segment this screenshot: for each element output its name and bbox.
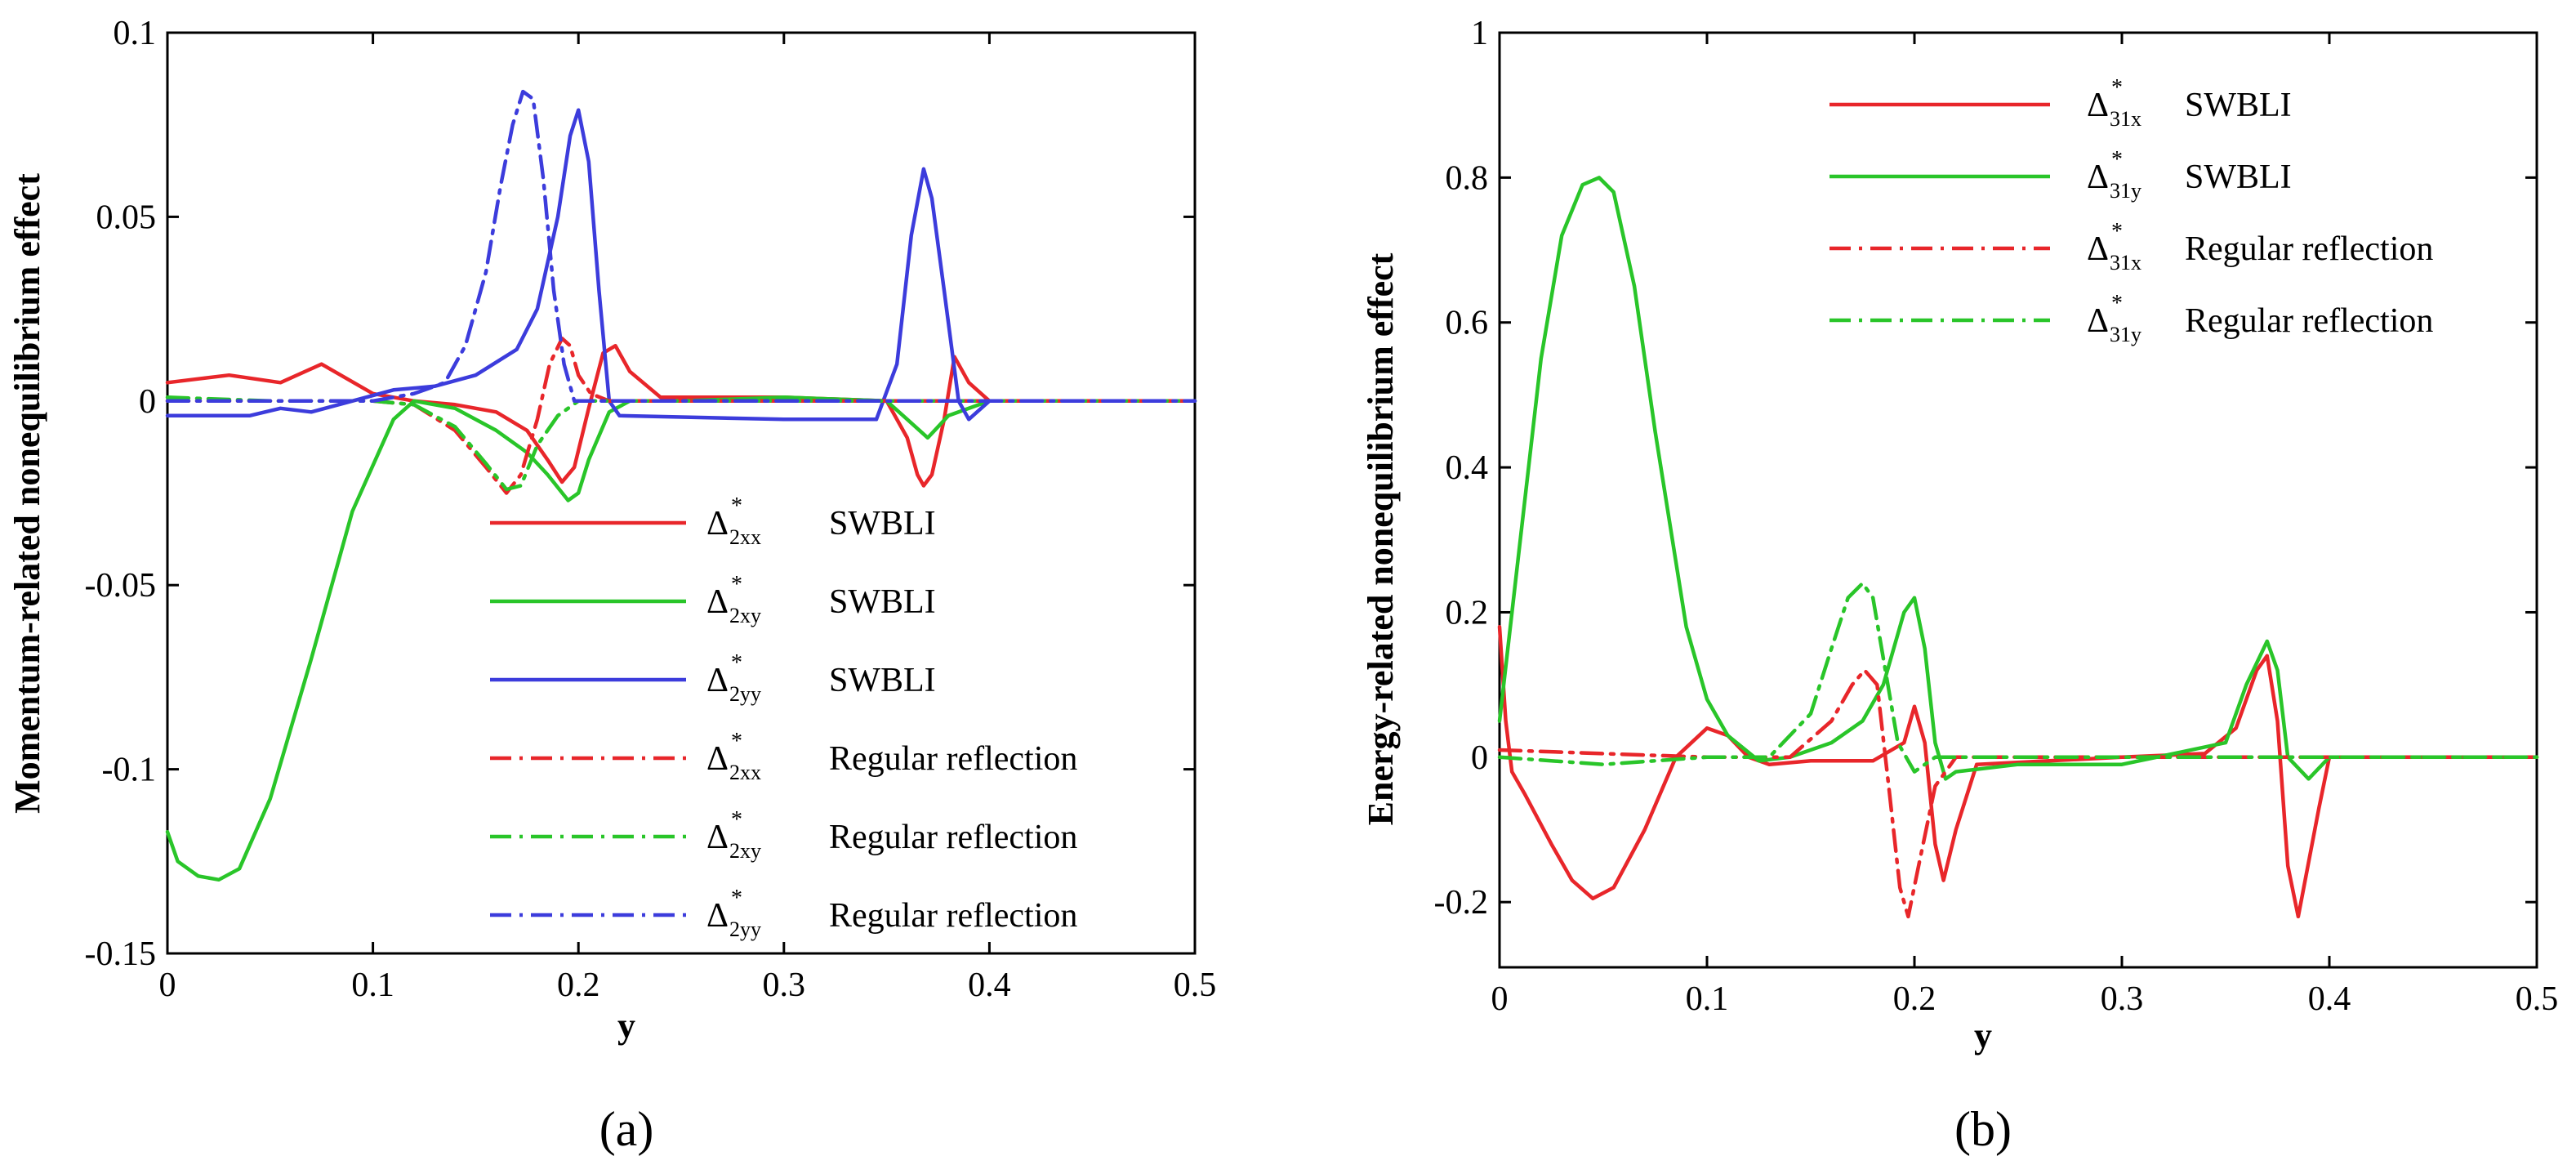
legend-superscript: * — [2111, 291, 2123, 316]
legend-subscript: 2xy — [729, 839, 761, 863]
legend-symbol: Δ — [706, 819, 729, 856]
plot-frame-a — [166, 31, 1197, 955]
legend-subscript: 2yy — [729, 682, 761, 706]
legend-subscript: 31x — [2110, 251, 2141, 275]
y-tick-label: -0.2 — [1434, 884, 1489, 922]
y-tick-label: 0.4 — [1446, 449, 1489, 487]
series-group-b — [1497, 176, 2539, 919]
legend-symbol: Δ — [706, 505, 729, 542]
y-axis-label-b: Energy-related nonequilibrium effect — [1361, 252, 1401, 825]
panel-b: 0 0.1 0.2 0.3 0.4 0.5-0.200.20.40.60.81 Δ *31x… — [1361, 15, 2558, 1156]
legend-superscript: * — [2111, 147, 2123, 172]
y-tick-label: 0 — [139, 383, 156, 421]
series-line-b-1 — [1497, 176, 2539, 781]
legend-subscript: 2yy — [729, 917, 761, 941]
legend-series-name: Regular reflection — [2185, 230, 2433, 268]
y-tick-label: 0.8 — [1446, 159, 1489, 197]
legend-superscript: * — [731, 493, 742, 519]
x-tick-label: 0 — [1491, 980, 1509, 1018]
legend-series-name: SWBLI — [829, 662, 936, 699]
x-axis-label-b: y — [1974, 1016, 1992, 1056]
legend-symbol: Δ — [706, 740, 729, 778]
legend-series-name: Regular reflection — [829, 897, 1077, 935]
x-tick-label: 0.1 — [351, 966, 394, 1004]
x-tick-label: 0.3 — [763, 966, 806, 1004]
legend-superscript: * — [731, 807, 742, 833]
y-tick-label: 0.1 — [114, 15, 157, 52]
legend-symbol: Δ — [2087, 302, 2109, 340]
panel-caption-a: (a) — [599, 1102, 654, 1156]
series-line-b-3 — [1497, 581, 2539, 774]
legend-superscript: * — [731, 729, 742, 754]
legend-subscript: 31y — [2110, 179, 2141, 203]
legend-superscript: * — [2111, 75, 2123, 100]
legend-subscript: 2xy — [729, 604, 761, 627]
legend-symbol: Δ — [706, 897, 729, 935]
panel-caption-b: (b) — [1954, 1102, 2012, 1156]
legend-symbol: Δ — [2087, 230, 2109, 268]
x-axis-label-a: y — [617, 1006, 635, 1046]
x-tick-label: 0.4 — [968, 966, 1011, 1004]
y-tick-label: 0.2 — [1446, 594, 1489, 632]
series-line-b-0 — [1497, 624, 2539, 919]
legend-subscript: 31x — [2110, 107, 2141, 131]
y-tick-label: 1 — [1471, 15, 1488, 52]
x-tick-label: 0.5 — [2516, 980, 2559, 1018]
series-line-a-2 — [165, 108, 1197, 422]
x-tick-label: 0 — [159, 966, 176, 1004]
y-tick-label: 0 — [1471, 739, 1488, 777]
legend-series-name: Regular reflection — [2185, 302, 2433, 340]
legend-superscript: * — [731, 886, 742, 911]
axis-ticks-a: 0 0.1 0.2 0.3 0.4 0.5 -0.15 -0.1 -0.05 0 0.05 0.1 — [85, 15, 1217, 1004]
x-tick-label: 0.2 — [1893, 980, 1936, 1018]
x-tick-label: 0.5 — [1174, 966, 1217, 1004]
y-tick-label: 0.6 — [1446, 305, 1489, 342]
legend-superscript: * — [731, 650, 742, 676]
legend-subscript: 2xx — [729, 525, 761, 549]
series-line-a-5 — [165, 89, 1197, 404]
y-tick-label: 0.05 — [96, 199, 157, 236]
y-tick-label: -0.05 — [85, 567, 157, 605]
x-tick-label: 0.1 — [1686, 980, 1729, 1018]
series-line-b-2 — [1497, 668, 2539, 919]
y-tick-label: -0.1 — [102, 752, 157, 789]
y-tick-label: -0.15 — [85, 935, 157, 973]
legend-subscript: 2xx — [729, 761, 761, 784]
series-line-a-1 — [165, 395, 1197, 882]
legend-symbol: Δ — [2087, 87, 2109, 124]
legend-series-name: SWBLI — [829, 505, 936, 542]
legend-subscript: 31y — [2110, 323, 2141, 346]
panel-a: 0 0.1 0.2 0.3 0.4 0.5 -0.15 -0.1 -0.05 0 0.05 0.1 Δ… — [7, 15, 1216, 1156]
legend-series-name: Regular reflection — [829, 819, 1077, 856]
legend-series-name: SWBLI — [2185, 158, 2292, 196]
legend-symbol: Δ — [706, 583, 729, 621]
legend-superscript: * — [731, 572, 742, 597]
plot-frame-b — [1498, 31, 2538, 969]
legend-superscript: * — [2111, 219, 2123, 244]
series-group-a — [165, 89, 1197, 882]
legend-symbol: Δ — [706, 662, 729, 699]
legend-symbol: Δ — [2087, 158, 2109, 196]
x-tick-label: 0.2 — [557, 966, 600, 1004]
legend-series-name: Regular reflection — [829, 740, 1077, 778]
x-tick-label: 0.4 — [2308, 980, 2351, 1018]
legend-series-name: SWBLI — [2185, 87, 2292, 124]
x-tick-label: 0.3 — [2101, 980, 2144, 1018]
y-axis-label-a: Momentum-related nonequilibrium effect — [7, 173, 47, 814]
legend-series-name: SWBLI — [829, 583, 936, 621]
axis-ticks-b: 0 0.1 0.2 0.3 0.4 0.5 -0.2 0 0.2 0.4 0.6 0.8 1 — [1434, 15, 2559, 1018]
series-line-a-3 — [165, 336, 1197, 495]
